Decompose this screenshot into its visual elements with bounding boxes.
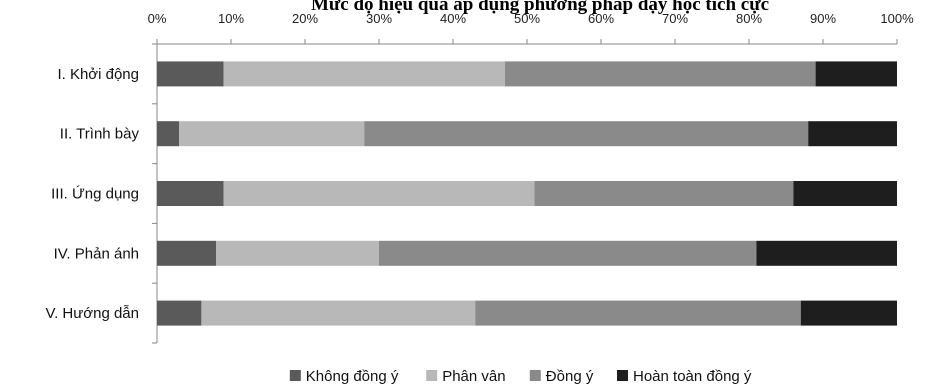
category-label: V. Hướng dẫn [45, 305, 139, 322]
x-tick-label: 30% [366, 11, 392, 26]
bar-segment [179, 121, 365, 147]
bar-segment [364, 121, 809, 147]
x-tick-label: 60% [588, 11, 614, 26]
legend-label: Phân vân [442, 368, 505, 385]
bar-segment [379, 240, 757, 266]
x-tick-label: 40% [440, 11, 466, 26]
category-label: I. Khởi động [57, 66, 139, 83]
x-tick-label: 70% [662, 11, 688, 26]
category-label: III. Ứng dụng [51, 186, 139, 203]
bar-segment [157, 300, 202, 326]
bar-segment [223, 61, 505, 87]
legend: Không đồng ý Phân vân Đồng ý Hoàn toàn đồng… [289, 368, 752, 385]
x-tick-label: 100% [880, 11, 914, 26]
bar-segment [815, 61, 897, 87]
bar-segment [223, 181, 535, 206]
bar-segment [201, 300, 476, 326]
legend-label: Không đồng ý [306, 368, 399, 385]
bar-segment [808, 121, 897, 147]
bar-segment [534, 181, 794, 206]
y-axis: I. Khởi động II. Trình bày III. Ứng dụng IV… [45, 43, 158, 344]
bar-segment [504, 61, 816, 87]
bar-segment [157, 181, 224, 206]
bar-segment [216, 240, 379, 266]
legend-swatch [426, 370, 438, 381]
x-tick-label: 50% [514, 11, 540, 26]
legend-label: Hoàn toàn đồng ý [633, 368, 752, 385]
bar-segment [157, 61, 224, 87]
x-axis: 0% 10% 20% 30% 40% 50% 60% 70% 80% 90% 100% [148, 11, 914, 45]
x-tick-label: 80% [736, 11, 762, 26]
x-tick-label: 90% [810, 11, 836, 26]
x-tick-label: 10% [218, 11, 244, 26]
category-label: II. Trình bày [60, 126, 140, 143]
bar-segment [475, 300, 801, 326]
bar-segment [157, 121, 180, 147]
legend-swatch [617, 370, 628, 381]
x-tick-label: 0% [148, 11, 167, 26]
legend-swatch [289, 370, 301, 381]
bar-segment [793, 181, 897, 206]
legend-label: Đồng ý [546, 368, 594, 385]
bars [157, 61, 897, 326]
legend-swatch [529, 370, 541, 381]
bar-segment [800, 300, 897, 326]
category-label: IV. Phản ánh [54, 245, 139, 262]
chart-title: Mức độ hiệu quả áp dụng phương pháp dạy … [311, 0, 769, 15]
bar-segment [756, 240, 897, 266]
bar-segment [157, 240, 217, 266]
x-tick-label: 20% [292, 11, 318, 26]
